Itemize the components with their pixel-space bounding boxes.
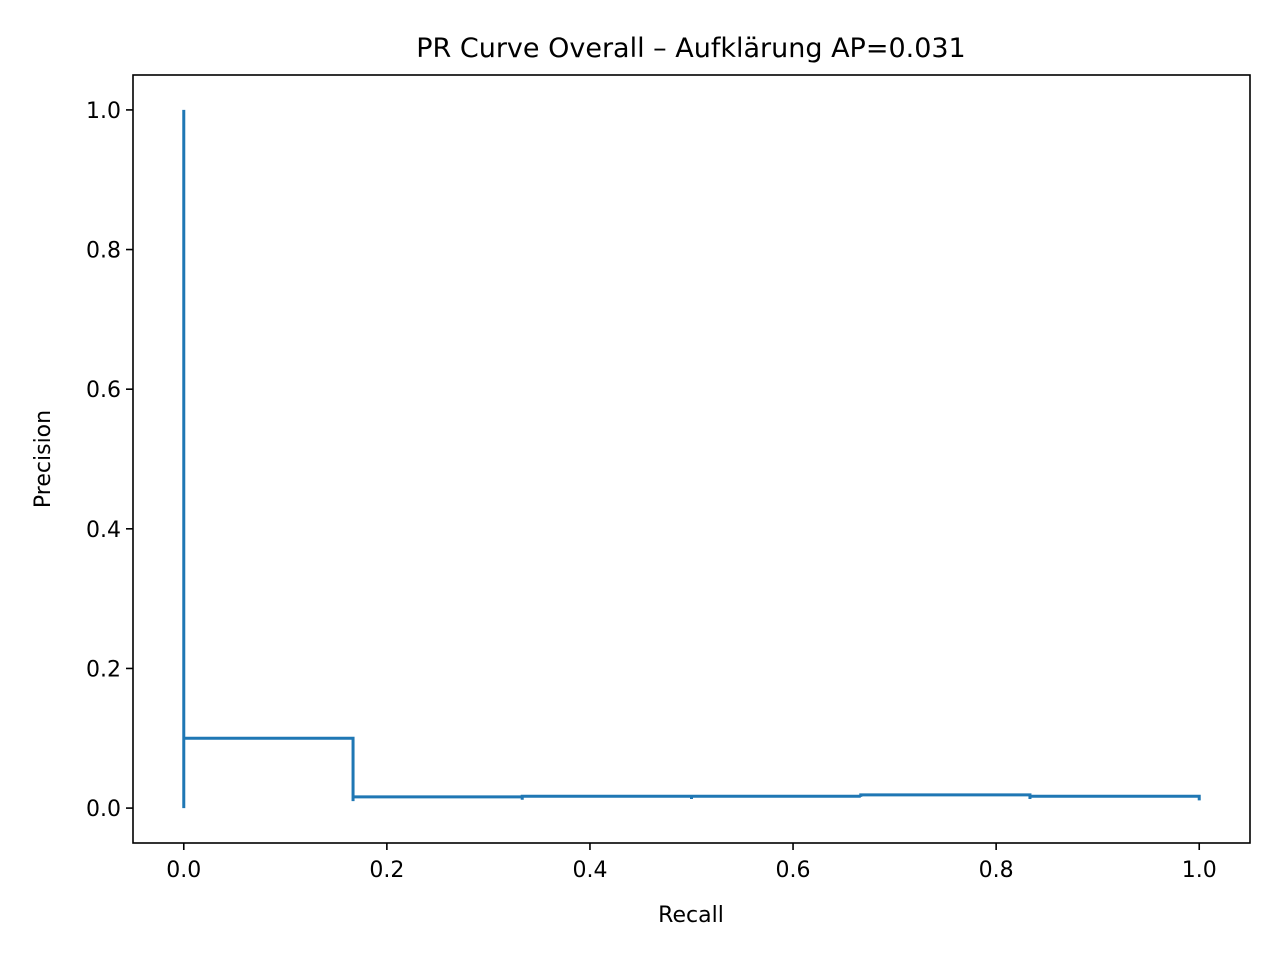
x-tick-label: 0.0 [166,858,201,883]
y-axis-label: Precision [31,410,56,508]
y-tick-label: 0.6 [86,378,121,403]
y-axis: 0.0 0.2 0.4 0.6 0.8 1.0 [86,99,133,822]
y-tick-label: 1.0 [86,99,121,124]
y-tick-label: 0.0 [86,797,121,822]
x-axis-label: Recall [658,903,724,928]
x-tick-label: 0.2 [369,858,404,883]
chart-title: PR Curve Overall – Aufklärung AP=0.031 [416,33,966,64]
y-tick-label: 0.4 [86,518,121,543]
x-tick-label: 0.4 [572,858,607,883]
plot-frame [132,74,1251,844]
y-tick-label: 0.2 [86,657,121,682]
x-tick-label: 0.6 [776,858,811,883]
x-axis: 0.0 0.2 0.4 0.6 0.8 1.0 [166,843,1217,883]
pr-curve-line [182,109,1201,809]
x-tick-label: 1.0 [1182,858,1217,883]
x-tick-label: 0.8 [979,858,1014,883]
series-layer [182,109,1201,809]
y-tick-label: 0.8 [86,239,121,264]
